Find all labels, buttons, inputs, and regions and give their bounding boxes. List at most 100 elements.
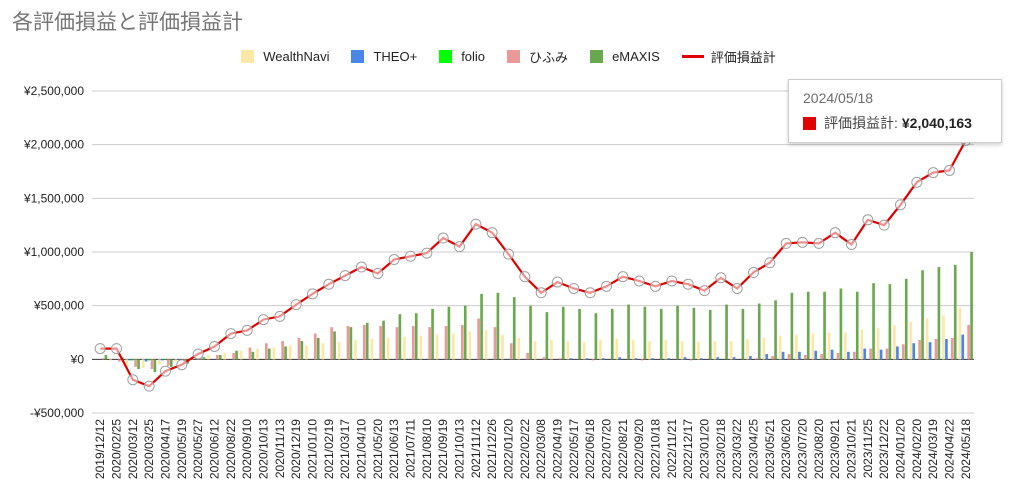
x-tick-label: 2022/01/20 — [502, 419, 516, 479]
x-tick-label: 2023/01/20 — [698, 419, 712, 479]
bar — [754, 358, 758, 360]
tooltip-date: 2024/05/18 — [803, 90, 874, 106]
bar — [855, 291, 859, 360]
bar — [844, 332, 847, 360]
legend-item[interactable]: ひふみ — [507, 47, 568, 66]
bar — [362, 324, 366, 360]
bar — [942, 315, 945, 360]
bar — [790, 292, 794, 360]
x-tick-label: 2024/04/22 — [943, 419, 957, 479]
x-tick-label: 2020/02/25 — [110, 419, 124, 479]
x-tick-label: 2020/11/13 — [273, 419, 287, 478]
line-point — [552, 276, 563, 288]
bar — [569, 358, 573, 360]
legend-swatch — [590, 50, 604, 63]
legend-item[interactable]: 評価損益計 — [681, 47, 776, 66]
line-point — [846, 238, 857, 250]
bar — [909, 321, 913, 360]
legend: WealthNavi THEO+ folio ひふみ eMAXIS 評価損益計 — [0, 47, 1017, 66]
x-tick-label: 2023/07/20 — [796, 419, 810, 479]
bar — [558, 358, 562, 360]
bar — [161, 359, 164, 361]
legend-item[interactable]: WealthNavi — [241, 49, 329, 64]
bar — [435, 334, 439, 360]
line-point — [650, 280, 661, 292]
line-point — [797, 236, 808, 248]
bar — [533, 341, 537, 360]
line-point — [682, 278, 694, 290]
bar — [158, 359, 161, 365]
bar — [512, 297, 516, 360]
bar — [839, 288, 843, 360]
x-tick-label: 2023/05/21 — [763, 419, 777, 479]
legend-item[interactable]: THEO+ — [351, 49, 417, 64]
bar — [141, 359, 145, 368]
bar — [618, 357, 622, 360]
line-point — [944, 164, 955, 176]
bar — [680, 341, 684, 360]
line-point — [94, 343, 106, 355]
line-point — [323, 278, 335, 290]
bar — [484, 330, 488, 360]
bar — [708, 309, 712, 360]
line-point — [274, 310, 286, 322]
line-point — [405, 250, 416, 262]
bar — [403, 336, 406, 360]
line-point — [111, 343, 122, 355]
legend-item[interactable]: eMAXIS — [590, 49, 660, 64]
bar — [757, 303, 761, 360]
bar — [117, 359, 121, 362]
bar — [566, 341, 570, 360]
bar — [830, 349, 834, 360]
bar — [860, 329, 864, 360]
line-point — [307, 288, 318, 300]
legend-item[interactable]: folio — [439, 49, 485, 64]
line-point — [617, 271, 629, 283]
bar — [852, 351, 856, 360]
bar — [692, 307, 696, 360]
x-tick-label: 2020/12/19 — [289, 419, 303, 479]
x-tick-label: 2023/12/22 — [877, 419, 891, 479]
bar — [395, 327, 399, 360]
bar — [137, 359, 140, 369]
bar — [526, 352, 529, 360]
line-point — [633, 275, 645, 287]
x-tick-label: 2020/08/22 — [224, 419, 238, 479]
tooltip-row: 評価損益計: ¥2,040,163 — [803, 113, 972, 133]
bar — [904, 278, 908, 360]
line-point — [748, 266, 759, 278]
bar — [771, 356, 774, 360]
bar — [651, 358, 654, 360]
bar — [509, 343, 513, 360]
bar — [961, 334, 965, 360]
bar — [872, 283, 875, 360]
bar — [305, 345, 308, 360]
bar — [349, 327, 353, 360]
bar — [428, 327, 431, 360]
x-tick-label: 2024/05/18 — [959, 419, 973, 479]
x-tick-label: 2022/11/21 — [665, 419, 679, 478]
bar — [235, 350, 238, 360]
bar — [762, 337, 766, 360]
bar — [594, 313, 598, 360]
bar — [218, 355, 222, 360]
bar — [414, 313, 418, 360]
bar — [937, 267, 941, 360]
bar — [174, 359, 178, 362]
bar — [615, 338, 619, 360]
bar — [716, 357, 720, 360]
y-tick-label: ¥1,500,000 — [23, 191, 84, 205]
bar — [885, 348, 889, 360]
bar — [582, 342, 586, 360]
bar — [631, 340, 635, 360]
line-point — [813, 237, 825, 249]
bar — [147, 359, 151, 361]
bar — [591, 359, 595, 361]
x-tick-label: 2021/03/17 — [338, 419, 352, 479]
bar — [239, 350, 243, 360]
bar — [256, 348, 259, 360]
bar — [144, 359, 148, 362]
bar — [640, 359, 644, 361]
bar — [774, 300, 777, 360]
bar — [869, 348, 872, 360]
